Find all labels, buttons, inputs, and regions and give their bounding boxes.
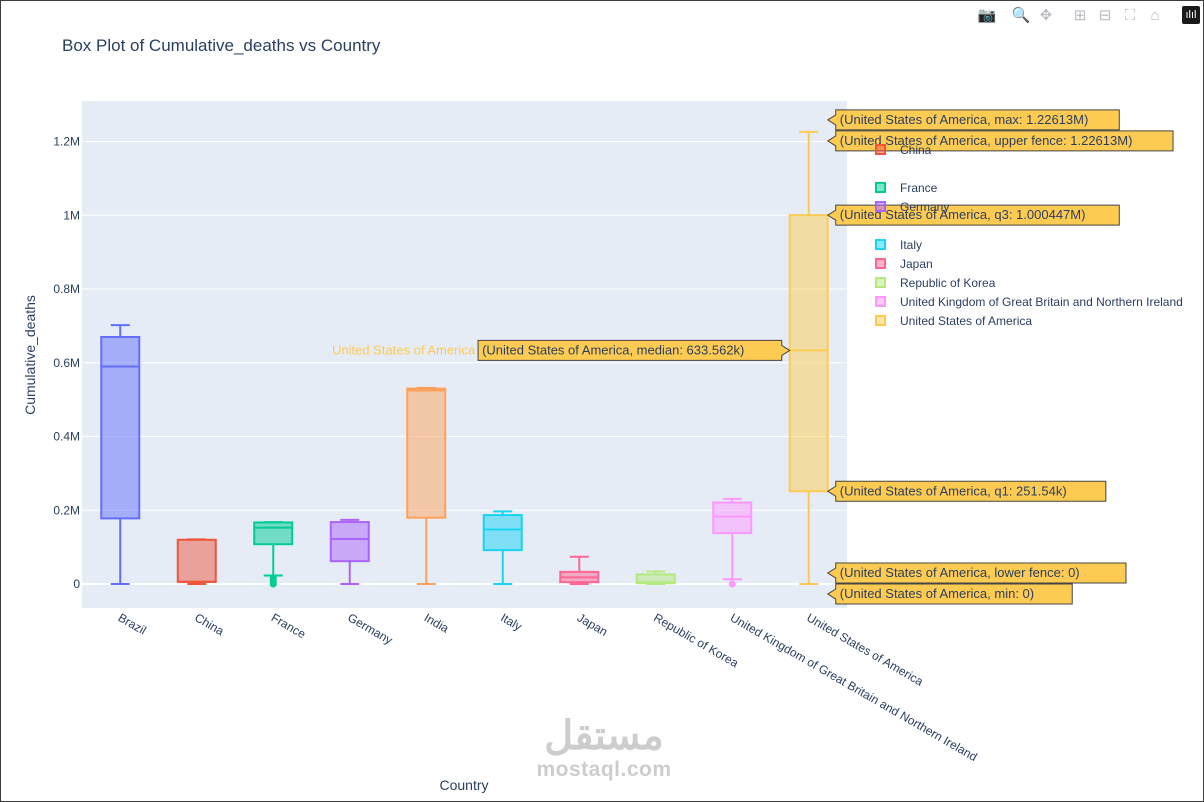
legend-label: Germany: [900, 199, 950, 214]
hover-tooltip: [826, 109, 1120, 131]
legend-label: Italy: [900, 237, 923, 252]
legend-swatch: [875, 296, 886, 307]
hover-tooltip-text: (United States of America, q3: 1.000447M…: [840, 207, 1086, 222]
y-tick-label: 0.6M: [53, 356, 80, 370]
watermark-logo: مستقل: [544, 714, 664, 758]
legend-item[interactable]: Republic of Korea: [875, 273, 1183, 292]
hover-tooltip: [826, 583, 1073, 605]
x-tick-label: Italy: [498, 610, 524, 633]
modebar: 📷 🔍 ✥ ⊞ ⊟ ⛶ ⌂ ılıl: [976, 4, 1200, 26]
x-tick-label: United Kingdom of Great Britain and Nort…: [728, 610, 980, 764]
hover-tooltip: [826, 562, 1127, 584]
legend: China France Germany Italy Japan Republic of …: [875, 140, 1183, 330]
watermark: مستقل mostaql.com: [524, 714, 684, 782]
legend-swatch: [875, 277, 886, 288]
legend-swatch: [875, 144, 886, 155]
y-tick-label: 0.8M: [53, 282, 80, 296]
autoscale-icon[interactable]: ⛶: [1124, 6, 1136, 24]
zoom-out-icon[interactable]: ⊟: [1098, 6, 1112, 24]
legend-item[interactable]: France: [875, 178, 1183, 197]
hover-series-label: United States of America: [332, 342, 476, 357]
zoom-in-icon[interactable]: ⊞: [1073, 6, 1087, 24]
legend-label: China: [900, 142, 932, 157]
legend-label: United States of America: [900, 313, 1033, 328]
box[interactable]: [406, 387, 447, 519]
chart-title: Box Plot of Cumulative_deaths vs Country: [62, 36, 381, 55]
legend-item[interactable]: China: [875, 140, 1183, 159]
y-tick-label: 0: [73, 577, 80, 591]
x-axis-title: Country: [439, 777, 488, 793]
box[interactable]: [176, 538, 217, 583]
box[interactable]: [482, 514, 523, 552]
hover-tooltip: [826, 130, 1174, 152]
plotly-logo-icon[interactable]: ılıl: [1182, 6, 1200, 24]
x-tick-label: Japan: [575, 610, 610, 638]
legend-swatch: [875, 315, 886, 326]
hover-tooltip-text: (United States of America, max: 1.22613M…: [840, 112, 1089, 127]
legend-item[interactable]: Japan: [875, 254, 1183, 273]
camera-icon[interactable]: 📷: [977, 6, 997, 24]
legend-swatch: [875, 201, 886, 212]
y-tick-label: 1.2M: [53, 135, 80, 149]
pan-icon[interactable]: ✥: [1039, 6, 1053, 24]
hover-tooltip: [826, 204, 1120, 226]
box[interactable]: [100, 335, 141, 520]
box[interactable]: [712, 501, 753, 535]
y-tick-label: 1M: [63, 208, 80, 222]
hover-tooltip: [826, 480, 1107, 502]
box[interactable]: [329, 521, 370, 563]
hover-tooltip-text: (United States of America, lower fence: …: [840, 565, 1080, 580]
legend-item[interactable]: Germany: [875, 197, 1183, 216]
legend-label: France: [900, 180, 938, 195]
y-tick-label: 0.4M: [53, 430, 80, 444]
box[interactable]: [788, 214, 829, 493]
legend-label: Japan: [900, 256, 933, 271]
hover-tooltip-text: (United States of America, median: 633.5…: [482, 342, 744, 357]
zoom-icon[interactable]: 🔍: [1011, 6, 1031, 24]
x-tick-label: Brazil: [116, 610, 149, 637]
box[interactable]: [635, 573, 676, 585]
x-tick-label: France: [269, 610, 309, 641]
box[interactable]: [253, 521, 294, 546]
legend-swatch: [875, 182, 886, 193]
legend-label: Republic of Korea: [900, 275, 996, 290]
box-outlier: [269, 574, 277, 582]
legend-item[interactable]: United States of America: [875, 311, 1183, 330]
y-tick-label: 0.2M: [53, 503, 80, 517]
legend-item[interactable]: United Kingdom of Great Britain and Nort…: [875, 292, 1183, 311]
hover-tooltip-text: (United States of America, q1: 251.54k): [840, 483, 1067, 498]
legend-item[interactable]: Italy: [875, 235, 1183, 254]
legend-label: United Kingdom of Great Britain and Nort…: [900, 294, 1183, 309]
reset-axes-icon[interactable]: ⌂: [1150, 6, 1160, 24]
x-tick-label: India: [422, 610, 452, 635]
box-outlier: [728, 580, 736, 588]
x-tick-label: China: [192, 610, 226, 638]
x-tick-label: Germany: [345, 610, 395, 647]
hover-tooltip: [477, 339, 791, 361]
hover-tooltip-text: (United States of America, min: 0): [840, 586, 1034, 601]
hover-tooltip-text: (United States of America, upper fence: …: [840, 133, 1133, 148]
legend-swatch: [875, 258, 886, 269]
watermark-text: mostaql.com: [536, 758, 672, 781]
legend-swatch: [875, 239, 886, 250]
x-tick-label: Republic of Korea: [651, 610, 741, 670]
y-axis-title: Cumulative_deaths: [22, 295, 38, 415]
